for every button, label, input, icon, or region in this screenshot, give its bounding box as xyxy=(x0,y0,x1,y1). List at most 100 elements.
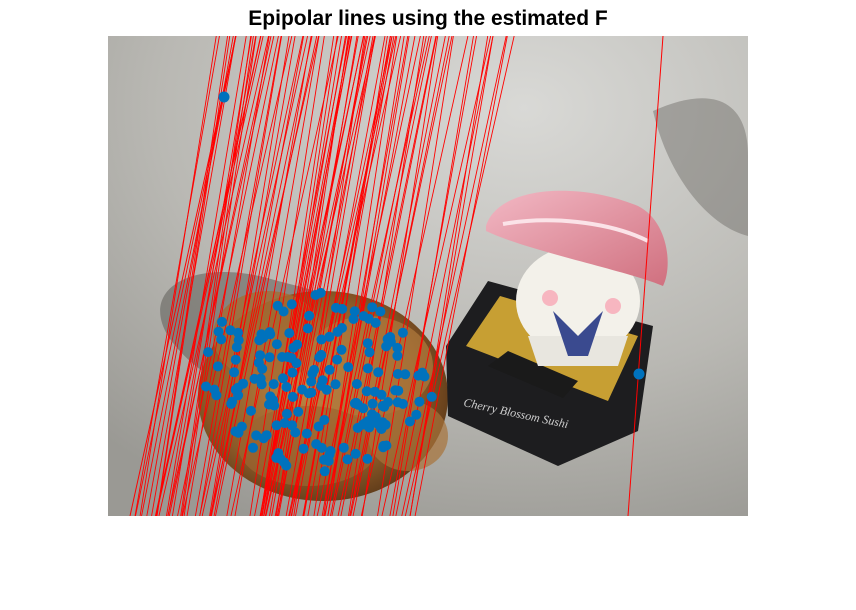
feature-point xyxy=(301,428,312,439)
epipolar-line xyxy=(395,36,494,516)
feature-point xyxy=(302,323,313,334)
epipolar-line xyxy=(275,36,349,516)
feature-point xyxy=(426,391,437,402)
feature-point xyxy=(319,466,330,477)
feature-point xyxy=(324,364,335,375)
feature-point xyxy=(225,325,236,336)
feature-point xyxy=(298,443,309,454)
feature-point xyxy=(278,373,288,384)
feature-point xyxy=(369,386,380,397)
feature-point xyxy=(281,408,292,419)
feature-point xyxy=(284,328,295,339)
epipolar-line xyxy=(409,36,494,516)
feature-point xyxy=(380,419,391,430)
feature-point xyxy=(411,409,422,420)
epipolar-line xyxy=(199,36,283,516)
epipolar-line xyxy=(260,36,346,516)
feature-point xyxy=(364,347,375,358)
epipolar-line xyxy=(186,36,270,516)
feature-point xyxy=(282,352,293,362)
epipolar-line xyxy=(330,36,427,516)
epipolar-line xyxy=(167,36,275,516)
epipolar-line xyxy=(337,36,437,516)
feature-point xyxy=(319,415,330,425)
feature-point xyxy=(392,350,403,361)
feature-point xyxy=(351,379,362,389)
feature-point xyxy=(392,369,403,379)
epipolar-line xyxy=(401,36,507,516)
epipolar-line xyxy=(381,36,492,516)
feature-point xyxy=(397,327,408,338)
feature-point xyxy=(230,354,241,365)
epipolar-line xyxy=(323,36,398,516)
epipolar-line xyxy=(263,36,338,516)
epipolar-line xyxy=(349,36,446,516)
feature-point xyxy=(292,339,303,350)
feature-point xyxy=(332,326,343,337)
epipolar-line xyxy=(154,36,262,516)
photo-canvas: Cherry Blossom Sushi xyxy=(108,36,748,516)
epipolar-line xyxy=(324,36,430,516)
feature-point xyxy=(362,338,373,349)
epipolar-line xyxy=(156,36,231,516)
feature-point xyxy=(336,344,347,355)
epipolar-line xyxy=(321,36,409,516)
feature-point xyxy=(238,378,249,389)
epipolar-line xyxy=(260,36,335,516)
epipolar-line xyxy=(348,36,425,516)
feature-point xyxy=(233,335,244,346)
feature-point xyxy=(397,398,408,409)
epipolar-line xyxy=(199,36,304,516)
feature-point xyxy=(325,446,336,456)
epipolar-line xyxy=(316,36,421,516)
feature-point xyxy=(281,382,292,392)
feature-point xyxy=(378,440,389,451)
epipolar-line xyxy=(230,36,339,516)
epipolar-line xyxy=(180,36,252,516)
epipolar-line xyxy=(271,36,359,516)
feature-point xyxy=(361,386,372,397)
feature-point xyxy=(633,368,645,380)
feature-point xyxy=(264,327,275,338)
feature-point xyxy=(255,350,266,361)
epipolar-line xyxy=(265,36,376,516)
epipolar-line xyxy=(331,36,432,516)
feature-point xyxy=(278,306,289,317)
epipolar-line xyxy=(135,36,237,516)
epipolar-line xyxy=(264,36,371,516)
figure-title: Epipolar lines using the estimated F xyxy=(248,7,608,30)
sushi-toy-figure xyxy=(486,190,668,366)
feature-point xyxy=(286,299,297,310)
feature-point xyxy=(310,290,321,300)
feature-point xyxy=(287,420,298,431)
feature-point xyxy=(246,405,256,416)
epipolar-line xyxy=(181,36,254,516)
epipolar-line xyxy=(360,36,469,516)
feature-point xyxy=(351,397,361,408)
feature-point xyxy=(419,371,430,382)
epipolar-line xyxy=(168,36,272,516)
epipolar-line xyxy=(210,36,296,516)
epipolar-line xyxy=(340,36,437,516)
feature-point xyxy=(342,454,353,465)
epipolar-line xyxy=(285,36,374,516)
feature-point xyxy=(367,302,378,313)
feature-point xyxy=(348,314,359,324)
feature-point xyxy=(258,433,269,444)
feature-point xyxy=(269,400,280,411)
feature-point xyxy=(271,339,282,350)
epipolar-line xyxy=(209,36,320,516)
toy-shadow xyxy=(653,98,748,236)
epipolar-line xyxy=(302,36,391,516)
feature-point xyxy=(287,391,298,402)
feature-points xyxy=(201,91,645,477)
feature-point xyxy=(357,419,368,430)
feature-point xyxy=(287,367,298,378)
feature-point xyxy=(373,367,384,378)
epipolar-line xyxy=(156,36,229,516)
epipolar-line xyxy=(302,36,393,516)
epipolar-line xyxy=(155,36,264,516)
feature-point xyxy=(332,354,343,365)
feature-point xyxy=(377,400,388,411)
feature-point xyxy=(281,460,292,471)
